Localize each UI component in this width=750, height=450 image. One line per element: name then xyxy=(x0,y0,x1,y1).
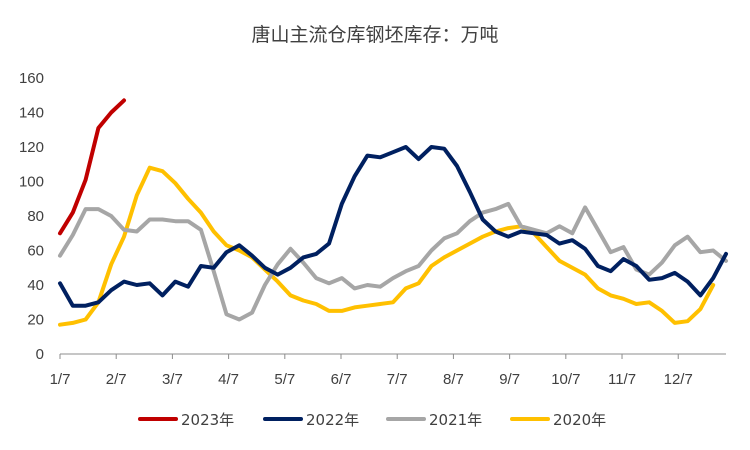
y-tick-label: 100 xyxy=(19,174,44,191)
x-tick-label: 8/7 xyxy=(443,371,464,388)
y-tick-label: 40 xyxy=(27,277,44,294)
y-tick-label: 60 xyxy=(27,243,44,260)
x-tick-label: 4/7 xyxy=(218,371,239,388)
series-line-2020年 xyxy=(58,165,716,327)
x-tick-label: 7/7 xyxy=(387,371,408,388)
x-tick-label: 11/7 xyxy=(608,371,636,388)
series-layer xyxy=(58,98,728,327)
series-line-2021年 xyxy=(58,201,728,322)
x-tick-label: 10/7 xyxy=(551,371,580,388)
series-line-2022年 xyxy=(58,145,728,308)
x-tick-label: 5/7 xyxy=(274,371,295,388)
x-tick-label: 3/7 xyxy=(162,371,183,388)
y-tick-label: 120 xyxy=(19,139,44,156)
x-tick-label: 9/7 xyxy=(499,371,520,388)
chart-title: 唐山主流仓库钢坯库存：万吨 xyxy=(251,24,498,46)
x-tick-label: 1/7 xyxy=(50,371,71,388)
y-axis: 0 20 40 60 80 100 120 140 160 xyxy=(19,70,44,363)
x-tick-label: 12/7 xyxy=(664,371,693,388)
legend-label: 2022年 xyxy=(306,411,359,429)
legend-label: 2021年 xyxy=(429,411,482,429)
y-tick-label: 160 xyxy=(19,70,44,87)
x-tick-label: 6/7 xyxy=(331,371,352,388)
y-tick-label: 80 xyxy=(27,208,44,225)
x-tick-label: 2/7 xyxy=(106,371,127,388)
y-tick-label: 140 xyxy=(19,105,44,122)
x-axis: 1/7 2/7 3/7 4/7 5/7 6/7 7/7 8/7 9/7 10/7 11/7 12/7 xyxy=(50,353,726,388)
y-tick-label: 0 xyxy=(36,346,44,363)
y-tick-label: 20 xyxy=(27,312,44,329)
legend-label: 2023年 xyxy=(181,411,234,429)
series-line-2023年 xyxy=(58,98,126,236)
legend-label: 2020年 xyxy=(553,411,606,429)
legend: 2023年 2022年 2021年 2020年 xyxy=(138,411,606,429)
